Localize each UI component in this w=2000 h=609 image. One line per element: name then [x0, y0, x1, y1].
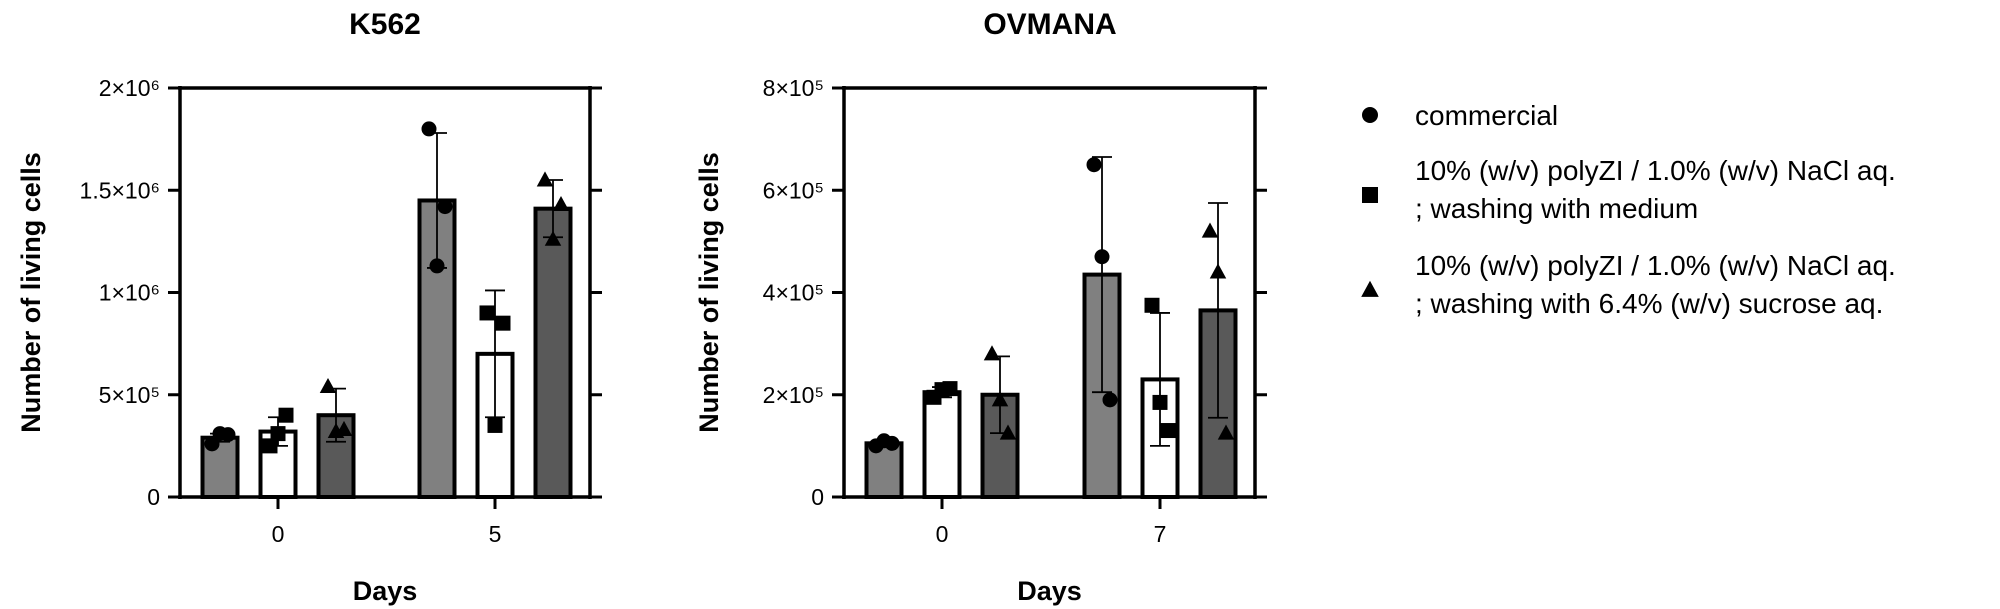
- data-point: [1152, 394, 1168, 410]
- legend-label: 10% (w/v) polyZI / 1.0% (w/v) NaCl aq.: [1415, 155, 1896, 186]
- data-point: [495, 315, 511, 331]
- data-point: [335, 420, 353, 436]
- y-tick-label: 6×10⁵: [763, 177, 824, 203]
- chart-ovmana: OVMANA 0 2×10⁵ 4×10⁵ 6×10⁵ 8×10⁵ 0 7 Days Number …: [694, 8, 1267, 606]
- chart-panels: K562 0 5×10⁵ 1×10⁶ 1.5×10⁶ 2×10⁶ 0 5 Days Number …: [16, 8, 1267, 606]
- legend: commercial 10% (w/v) polyZI / 1.0% (w/v) …: [1361, 100, 1896, 319]
- data-point: [884, 435, 900, 451]
- data-point: [479, 305, 495, 321]
- square-icon: [1362, 187, 1378, 203]
- legend-item: 10% (w/v) polyZI / 1.0% (w/v) NaCl aq. ; …: [1362, 155, 1896, 224]
- x-tick-label: 0: [936, 521, 949, 547]
- circle-icon: [1362, 107, 1378, 123]
- x-axis-title: Days: [1017, 576, 1082, 606]
- legend-label: 10% (w/v) polyZI / 1.0% (w/v) NaCl aq.: [1415, 250, 1896, 281]
- data-point: [278, 407, 294, 423]
- x-tick-label: 7: [1154, 521, 1167, 547]
- y-axis-title: Number of living cells: [694, 152, 724, 433]
- legend-item: 10% (w/v) polyZI / 1.0% (w/v) NaCl aq. ; …: [1361, 250, 1896, 319]
- data-point: [983, 345, 1001, 361]
- legend-label: commercial: [1415, 100, 1558, 131]
- data-point: [1160, 423, 1176, 439]
- y-tick-label: 8×10⁵: [763, 75, 824, 101]
- y-tick-label: 1×10⁶: [99, 280, 160, 306]
- y-tick-label: 4×10⁵: [763, 280, 824, 306]
- data-point: [544, 230, 562, 246]
- y-tick-label: 5×10⁵: [99, 382, 160, 408]
- legend-label: ; washing with 6.4% (w/v) sucrose aq.: [1415, 288, 1883, 319]
- data-point: [552, 195, 570, 212]
- y-tick-label: 0: [811, 484, 824, 510]
- data-point: [204, 436, 220, 452]
- y-tick-label: 1.5×10⁶: [80, 177, 160, 203]
- bar: [533, 206, 573, 499]
- x-tick-label: 5: [489, 521, 502, 547]
- data-point: [536, 171, 554, 187]
- data-point: [437, 199, 453, 215]
- y-tick-label: 0: [147, 484, 160, 510]
- data-point: [1217, 424, 1235, 440]
- legend-item: commercial: [1362, 100, 1558, 131]
- data-point: [421, 121, 437, 137]
- chart-title: K562: [349, 8, 421, 41]
- data-point: [1102, 392, 1118, 408]
- data-point: [1201, 222, 1219, 238]
- data-point: [487, 417, 503, 433]
- data-point: [429, 258, 445, 274]
- y-tick-label: 2×10⁵: [763, 382, 824, 408]
- data-point: [999, 424, 1017, 440]
- data-point: [262, 438, 278, 454]
- data-point: [1209, 263, 1227, 279]
- data-point: [319, 377, 337, 394]
- data-point: [1086, 157, 1102, 173]
- x-axis-title: Days: [353, 576, 418, 606]
- x-tick-label: 0: [272, 521, 285, 547]
- chart-title: OVMANA: [983, 8, 1116, 41]
- triangle-icon: [1361, 280, 1379, 297]
- legend-label: ; washing with medium: [1415, 193, 1698, 224]
- data-point: [991, 391, 1009, 407]
- data-point: [270, 426, 286, 442]
- y-axis-title: Number of living cells: [16, 152, 46, 433]
- data-point: [1144, 297, 1160, 313]
- bar: [922, 390, 962, 500]
- data-point: [942, 381, 958, 397]
- data-point: [1094, 249, 1110, 265]
- data-point: [220, 427, 236, 443]
- chart-k562: K562 0 5×10⁵ 1×10⁶ 1.5×10⁶ 2×10⁶ 0 5 Days Number …: [16, 8, 602, 606]
- y-tick-label: 2×10⁶: [99, 75, 160, 101]
